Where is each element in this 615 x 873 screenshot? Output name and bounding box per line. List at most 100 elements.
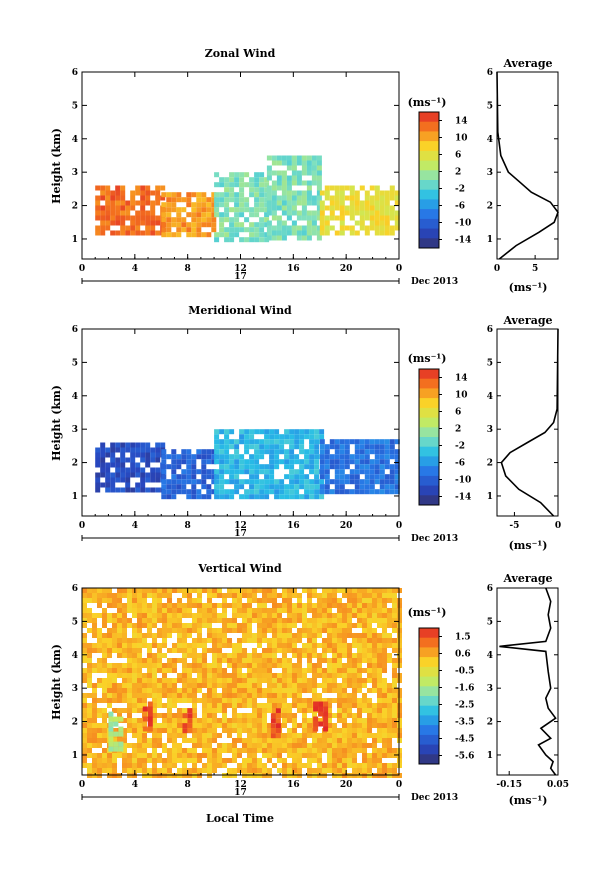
heatmap-cell: [379, 449, 385, 455]
heatmap-cell: [137, 698, 142, 703]
heatmap-cell: [196, 489, 202, 495]
colorbar-swatch: [419, 209, 439, 220]
heatmap-cell: [286, 195, 292, 201]
heatmap-cell: [222, 728, 227, 733]
heatmap-cell: [157, 628, 162, 633]
heatmap-cell: [362, 678, 367, 683]
heatmap-cell: [359, 215, 365, 221]
heatmap-cell: [212, 618, 217, 623]
heatmap-cell: [140, 190, 146, 196]
heatmap-cell: [302, 643, 307, 648]
heatmap-cell: [157, 693, 162, 698]
heatmap-cell: [211, 449, 217, 455]
heatmap-cell: [247, 688, 252, 693]
heatmap-cell: [82, 668, 87, 673]
colorbar-swatch: [419, 228, 439, 239]
heatmap-cell: [211, 212, 217, 218]
heatmap-cell: [102, 593, 107, 598]
heatmap-cell: [249, 177, 255, 183]
heatmap-cell: [294, 484, 300, 490]
heatmap-cell: [262, 738, 267, 743]
heatmap-cell: [364, 225, 370, 231]
heatmap-cell: [110, 457, 116, 463]
heatmap-cell: [152, 603, 157, 608]
heatmap-cell: [392, 668, 397, 673]
heatmap-cell: [113, 716, 119, 722]
heatmap-cell: [291, 195, 297, 201]
heatmap-cell: [299, 459, 305, 465]
heatmap-cell: [192, 653, 197, 658]
heatmap-cell: [374, 200, 380, 206]
heatmap-cell: [135, 442, 141, 448]
heatmap-cell: [352, 693, 357, 698]
heatmap-cell: [329, 225, 335, 231]
heatmap-cell: [187, 718, 193, 724]
heatmap-cell: [97, 613, 102, 618]
heatmap-cell: [217, 693, 222, 698]
heatmap-cell: [171, 202, 177, 208]
heatmap-cell: [130, 190, 136, 196]
heatmap-cell: [257, 638, 262, 643]
heatmap-cell: [192, 708, 197, 713]
heatmap-cell: [222, 668, 227, 673]
heatmap-cell: [82, 678, 87, 683]
heatmap-cell: [344, 479, 350, 485]
heatmap-cell: [364, 444, 370, 450]
heatmap-cell: [120, 195, 126, 201]
heatmap-cell: [334, 449, 340, 455]
heatmap-cell: [242, 743, 247, 748]
zonal-average-title: Average: [502, 57, 552, 70]
heatmap-cell: [214, 444, 220, 450]
heatmap-cell: [257, 713, 262, 718]
heatmap-cell: [272, 688, 277, 693]
heatmap-cell: [297, 743, 302, 748]
heatmap-cell: [107, 633, 112, 638]
heatmap-cell: [254, 479, 260, 485]
heatmap-cell: [157, 648, 162, 653]
heatmap-cell: [182, 668, 187, 673]
heatmap-cell: [292, 763, 297, 768]
heatmap-cell: [291, 225, 297, 231]
heatmap-cell: [211, 207, 217, 213]
heatmap-cell: [266, 175, 272, 181]
heatmap-cell: [309, 494, 315, 500]
heatmap-cell: [192, 663, 197, 668]
heatmap-cell: [222, 603, 227, 608]
heatmap-cell: [182, 738, 187, 743]
heatmap-cell: [392, 618, 397, 623]
heatmap-cell: [166, 494, 172, 500]
heatmap-cell: [282, 688, 287, 693]
heatmap-cell: [82, 673, 87, 678]
heatmap-cell: [384, 444, 390, 450]
heatmap-cell: [176, 474, 182, 480]
heatmap-cell: [334, 469, 340, 475]
heatmap-cell: [87, 728, 92, 733]
heatmap-cell: [377, 633, 382, 638]
heatmap-cell: [227, 663, 232, 668]
heatmap-cell: [357, 638, 362, 643]
colorbar-swatch: [419, 734, 439, 746]
heatmap-cell: [322, 643, 327, 648]
heatmap-cell: [142, 638, 147, 643]
heatmap-cell: [137, 678, 142, 683]
heatmap-cell: [252, 633, 257, 638]
heatmap-cell: [207, 703, 212, 708]
heatmap-cell: [342, 673, 347, 678]
heatmap-cell: [352, 733, 357, 738]
heatmap-cell: [192, 668, 197, 673]
avg-y-tick-label: 2: [487, 202, 493, 212]
heatmap-cell: [312, 693, 317, 698]
y-tick-label: 4: [72, 651, 78, 661]
heatmap-cell: [237, 668, 242, 673]
y-tick-label: 6: [72, 68, 78, 78]
heatmap-cell: [197, 663, 202, 668]
heatmap-cell: [264, 434, 270, 440]
heatmap-cell: [82, 638, 87, 643]
heatmap-cell: [147, 683, 152, 688]
heatmap-cell: [181, 489, 187, 495]
heatmap-cell: [374, 464, 380, 470]
heatmap-cell: [97, 723, 102, 728]
heatmap-cell: [301, 160, 307, 166]
heatmap-cell: [92, 753, 97, 758]
